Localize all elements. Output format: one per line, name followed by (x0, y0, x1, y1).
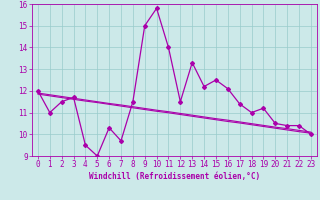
X-axis label: Windchill (Refroidissement éolien,°C): Windchill (Refroidissement éolien,°C) (89, 172, 260, 181)
